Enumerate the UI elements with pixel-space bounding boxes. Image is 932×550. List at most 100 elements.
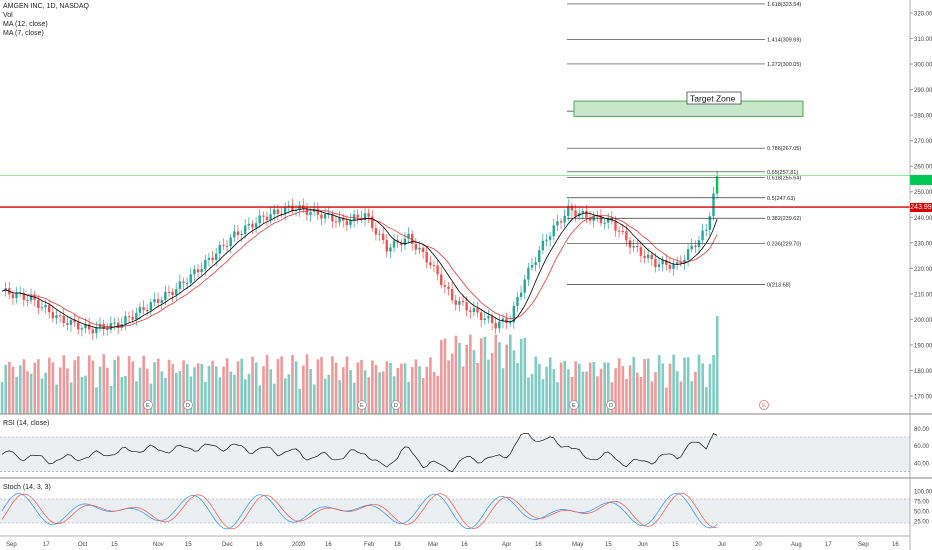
stoch-d-line [1, 492, 718, 530]
event-marker[interactable]: D [183, 400, 193, 410]
candle-body [37, 299, 40, 309]
candle-body [690, 245, 693, 250]
ma7-legend[interactable]: MA (7, close) [3, 30, 44, 37]
event-marker[interactable]: E [569, 400, 579, 410]
volume-bar [211, 360, 214, 414]
volume-bar [668, 363, 672, 414]
volume-bar [342, 367, 345, 414]
volume-bar [302, 365, 305, 414]
candle-body [545, 239, 548, 241]
volume-bar [164, 377, 167, 414]
volume-bar [214, 366, 218, 414]
price-tick-label: 310.00 [914, 37, 932, 43]
candle-body [33, 295, 36, 300]
time-tick-label: 18 [394, 542, 401, 548]
candle-body [614, 221, 617, 231]
candle-body [229, 237, 232, 247]
candle-body [479, 312, 483, 320]
candle-body [603, 222, 606, 224]
candle-body [164, 291, 167, 300]
volume-bar [69, 382, 73, 414]
time-tick-label: 15 [672, 542, 679, 548]
ma12-legend[interactable]: MA (12, close) [3, 21, 48, 28]
volume-bar [193, 367, 196, 414]
fib-level-label: 0.5(247.63) [767, 196, 795, 202]
volume-bar [636, 372, 639, 414]
candle-body [131, 317, 134, 320]
volume-bar [686, 357, 690, 414]
volume-bar [240, 358, 243, 414]
volume-bar [628, 365, 632, 414]
volume-bar [167, 359, 171, 414]
candle-body [410, 233, 414, 244]
volume-bar [131, 361, 135, 414]
volume-bar [244, 379, 247, 414]
candle-body [534, 262, 537, 265]
symbol-title[interactable]: AMGEN INC, 1D, NASDAQ [3, 3, 89, 10]
time-tick-label: 2020 [292, 542, 306, 548]
candle-body [185, 283, 189, 285]
price-tick-label: 240.00 [914, 216, 932, 222]
time-tick-label: 16 [256, 542, 263, 548]
event-marker[interactable]: E [357, 400, 367, 410]
candle-body [240, 233, 243, 236]
event-marker[interactable]: D [606, 400, 616, 410]
volume-bar [189, 376, 193, 414]
vol-legend[interactable]: Vol [3, 12, 13, 19]
candle-body [98, 323, 102, 328]
candle-body [694, 245, 697, 248]
stoch-panel[interactable]: 100.00 75.00 50.00 25.00 [0, 490, 932, 530]
volume-bar [643, 358, 646, 414]
volume-bar [73, 360, 76, 414]
candle-body [236, 231, 240, 236]
time-axis[interactable]: Sep 17 Oct 15 Nov 15 Dec 16 2020 16 Feb 18 Mar 16 Apr 1… [0, 535, 910, 548]
volume-bar [407, 382, 410, 414]
stoch-legend[interactable]: Stoch (14, 3, 3) [3, 484, 51, 491]
volume-bar [320, 356, 323, 414]
candle-body [283, 207, 287, 215]
candle-body [146, 310, 149, 312]
current-price-tag: 243.99 [910, 203, 932, 212]
annotations[interactable]: Target Zone [0, 91, 910, 208]
candle-body [153, 299, 156, 303]
candle-body [316, 208, 320, 215]
rsi-legend[interactable]: RSI (14, close) [3, 420, 50, 427]
volume-bar [650, 381, 654, 414]
volume-bar [37, 359, 40, 414]
volume-bar [84, 375, 87, 414]
candle-body [55, 315, 58, 319]
candle-body [665, 259, 668, 265]
candle-body [334, 221, 338, 223]
volume-bar [218, 377, 222, 414]
volume-bar [715, 316, 719, 414]
candle-body [265, 216, 269, 221]
volume-bar [171, 364, 175, 414]
candle-body [552, 225, 555, 237]
rsi-axis-label: 40.00 [914, 462, 930, 468]
candle-body [287, 205, 290, 208]
target-zone-label-box[interactable] [686, 91, 742, 105]
volume-bar [556, 382, 559, 414]
candle-body [530, 264, 534, 268]
price-panel[interactable]: 1.618(323.54)1.414(309.69)1.272(300.05)1… [0, 0, 910, 414]
volume-bar [487, 359, 490, 414]
candle-body [646, 254, 650, 259]
event-marker[interactable]: E [143, 400, 153, 410]
event-marker[interactable]: D [391, 400, 401, 410]
volume-bar [363, 370, 367, 414]
candle-body [381, 233, 385, 241]
volume-bar [360, 359, 363, 414]
volume-bar [87, 355, 91, 414]
rsi-panel[interactable]: 80.00 60.00 40.00 [0, 427, 930, 473]
volume-bar [512, 350, 516, 414]
candle-body [331, 213, 334, 222]
volume-bar [469, 334, 472, 414]
volume-bar [185, 364, 189, 414]
event-marker[interactable]: E [759, 400, 769, 410]
price-axis[interactable]: 320.00 310.00 300.00 290.00 280.00 270.00 260.… [909, 0, 932, 550]
volume-bar [4, 364, 8, 414]
candle-body [563, 215, 566, 223]
volume-bar [345, 356, 349, 414]
